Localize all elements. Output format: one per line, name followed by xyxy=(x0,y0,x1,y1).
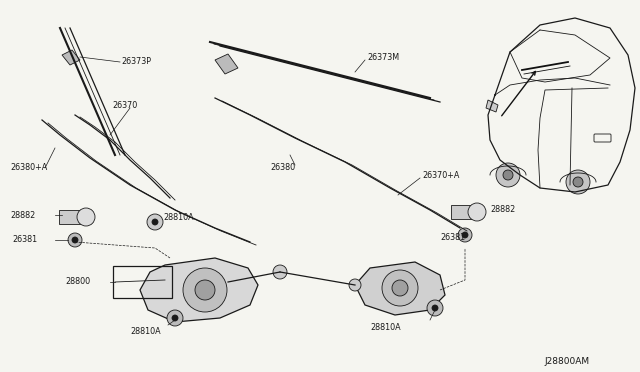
Text: 28810A: 28810A xyxy=(163,214,194,222)
Polygon shape xyxy=(62,50,80,65)
Text: 26373P: 26373P xyxy=(121,58,151,67)
Text: 28882: 28882 xyxy=(490,205,515,215)
Circle shape xyxy=(349,279,361,291)
Circle shape xyxy=(77,208,95,226)
Text: 28800: 28800 xyxy=(65,278,90,286)
Circle shape xyxy=(172,315,178,321)
Text: 28810A: 28810A xyxy=(370,324,401,333)
Text: 28882: 28882 xyxy=(10,211,35,219)
Circle shape xyxy=(72,237,78,243)
Text: 26381: 26381 xyxy=(440,234,465,243)
Circle shape xyxy=(503,170,513,180)
Text: 26380+A: 26380+A xyxy=(10,164,47,173)
Circle shape xyxy=(382,270,418,306)
Circle shape xyxy=(167,310,183,326)
Circle shape xyxy=(462,232,468,238)
Circle shape xyxy=(195,280,215,300)
Polygon shape xyxy=(486,100,498,112)
Polygon shape xyxy=(215,54,238,74)
Text: 26380: 26380 xyxy=(270,164,295,173)
Text: 26381: 26381 xyxy=(12,235,37,244)
Circle shape xyxy=(68,233,82,247)
Text: 26370: 26370 xyxy=(112,100,137,109)
FancyBboxPatch shape xyxy=(451,205,473,219)
Text: 26373M: 26373M xyxy=(367,54,399,62)
Text: 26370+A: 26370+A xyxy=(422,170,460,180)
Circle shape xyxy=(183,268,227,312)
Circle shape xyxy=(566,170,590,194)
Circle shape xyxy=(458,228,472,242)
Circle shape xyxy=(152,219,158,225)
Circle shape xyxy=(432,305,438,311)
Text: J28800AM: J28800AM xyxy=(545,357,590,366)
Circle shape xyxy=(427,300,443,316)
FancyBboxPatch shape xyxy=(59,210,81,224)
Circle shape xyxy=(273,265,287,279)
Circle shape xyxy=(496,163,520,187)
Circle shape xyxy=(468,203,486,221)
Circle shape xyxy=(147,214,163,230)
Circle shape xyxy=(392,280,408,296)
Polygon shape xyxy=(355,262,445,315)
Polygon shape xyxy=(140,258,258,322)
Text: 28810A: 28810A xyxy=(130,327,161,337)
Circle shape xyxy=(573,177,583,187)
